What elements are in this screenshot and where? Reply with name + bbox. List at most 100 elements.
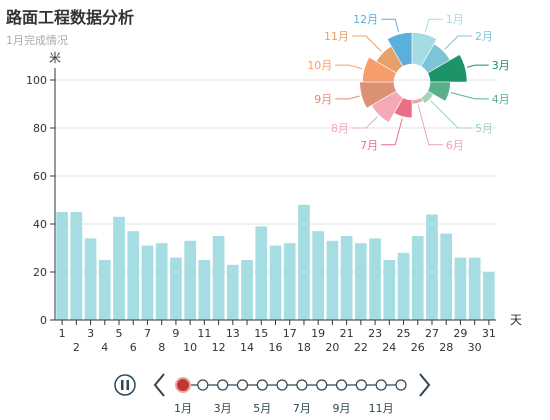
- bar[interactable]: [355, 243, 367, 320]
- bar[interactable]: [312, 231, 325, 320]
- rose-label-line: [450, 91, 489, 100]
- x-tick-label: 18: [297, 341, 311, 354]
- x-tick-label: 15: [254, 327, 268, 340]
- x-tick-label: 8: [158, 341, 165, 354]
- timeline-node[interactable]: [217, 379, 229, 391]
- x-axis-label: 天: [510, 313, 522, 327]
- rose-label-line: [444, 35, 472, 50]
- bar[interactable]: [340, 236, 353, 320]
- y-tick-label: 80: [33, 122, 47, 135]
- play-pause-button[interactable]: [114, 374, 136, 396]
- timeline-current-marker[interactable]: [175, 377, 191, 393]
- bar-chart: 020406080100米123456789101112131415161718…: [26, 51, 522, 354]
- x-tick-label: 22: [354, 341, 368, 354]
- timeline: 1月 3月 5月 7月 9月 11月: [114, 373, 431, 415]
- x-tick-label: 24: [382, 341, 396, 354]
- y-tick-label: 0: [40, 314, 47, 327]
- x-tick-label: 4: [101, 341, 108, 354]
- rose-slice-label: 6月: [446, 139, 464, 152]
- bar[interactable]: [269, 245, 282, 320]
- rose-label-line: [335, 64, 363, 70]
- rose-label-line: [381, 18, 400, 33]
- y-tick-label: 100: [26, 74, 47, 87]
- bar[interactable]: [298, 204, 310, 320]
- bar[interactable]: [56, 212, 68, 320]
- rose-label-line: [430, 100, 472, 129]
- bar[interactable]: [468, 257, 481, 320]
- bar[interactable]: [170, 257, 182, 320]
- rose-chart: 1月 2月 3月 4月 5月 6月 7月 8月 9月 10月 11月 12月: [307, 13, 510, 152]
- bar[interactable]: [440, 233, 453, 320]
- timeline-label: 1月: [174, 402, 192, 415]
- timeline-node[interactable]: [375, 379, 387, 391]
- bar[interactable]: [255, 226, 268, 320]
- rose-slice[interactable]: [427, 81, 451, 102]
- x-tick-label: 2: [73, 341, 80, 354]
- x-tick-label: 12: [212, 341, 226, 354]
- rose-label-line: [335, 95, 360, 100]
- bar[interactable]: [369, 238, 381, 320]
- rose-slice[interactable]: [411, 97, 424, 105]
- rose-slice-label: 7月: [360, 139, 378, 152]
- bar[interactable]: [127, 231, 140, 320]
- timeline-node[interactable]: [355, 379, 367, 391]
- x-tick-label: 11: [197, 327, 211, 340]
- rose-slice-label: 3月: [492, 59, 510, 72]
- bar[interactable]: [184, 240, 196, 320]
- rose-slice-label: 10月: [307, 59, 332, 72]
- bar[interactable]: [483, 272, 495, 320]
- timeline-node[interactable]: [236, 379, 249, 391]
- prev-button[interactable]: [153, 373, 165, 397]
- bar[interactable]: [113, 216, 125, 320]
- y-tick-label: 40: [33, 218, 47, 231]
- rose-slice-label: 8月: [331, 122, 349, 135]
- rose-label-line: [352, 35, 382, 52]
- bar[interactable]: [454, 257, 467, 320]
- x-tick-label: 9: [172, 327, 179, 340]
- x-tick-label: 13: [226, 327, 240, 340]
- rose-label-line: [466, 64, 489, 68]
- timeline-node[interactable]: [276, 379, 288, 391]
- x-tick-label: 3: [87, 327, 94, 340]
- bar[interactable]: [141, 245, 154, 320]
- bar[interactable]: [411, 236, 424, 320]
- bar[interactable]: [198, 260, 211, 320]
- bar[interactable]: [212, 236, 225, 320]
- bar[interactable]: [326, 240, 339, 320]
- timeline-label: 5月: [253, 402, 271, 415]
- x-tick-label: 21: [340, 327, 354, 340]
- rose-label-line: [424, 18, 443, 33]
- x-tick-label: 10: [183, 341, 197, 354]
- bar[interactable]: [70, 212, 83, 320]
- timeline-node[interactable]: [296, 379, 308, 391]
- x-tick-label: 16: [269, 341, 283, 354]
- x-tick-label: 19: [311, 327, 325, 340]
- rose-slice-label: 4月: [492, 93, 510, 106]
- x-tick-label: 5: [116, 327, 123, 340]
- bar[interactable]: [397, 252, 410, 320]
- rose-slice[interactable]: [386, 32, 413, 67]
- timeline-label: 9月: [333, 402, 351, 415]
- bar[interactable]: [226, 264, 239, 320]
- timeline-label: 3月: [214, 402, 232, 415]
- timeline-node[interactable]: [316, 379, 328, 391]
- timeline-node[interactable]: [335, 379, 348, 391]
- bar[interactable]: [241, 260, 253, 320]
- x-tick-label: 25: [397, 327, 411, 340]
- rose-slice-label: 1月: [446, 13, 464, 26]
- bar[interactable]: [283, 243, 296, 320]
- timeline-node[interactable]: [197, 379, 209, 391]
- chart-subtitle: 1月完成情况: [6, 34, 68, 47]
- bar[interactable]: [426, 214, 438, 320]
- bar[interactable]: [98, 260, 111, 320]
- timeline-node[interactable]: [256, 379, 268, 391]
- bar[interactable]: [84, 238, 97, 320]
- x-tick-label: 27: [425, 327, 439, 340]
- bar[interactable]: [383, 260, 396, 320]
- timeline-node[interactable]: [395, 379, 407, 391]
- x-tick-label: 23: [368, 327, 382, 340]
- next-button[interactable]: [419, 373, 431, 397]
- bar[interactable]: [155, 243, 168, 320]
- timeline-label: 11月: [369, 402, 394, 415]
